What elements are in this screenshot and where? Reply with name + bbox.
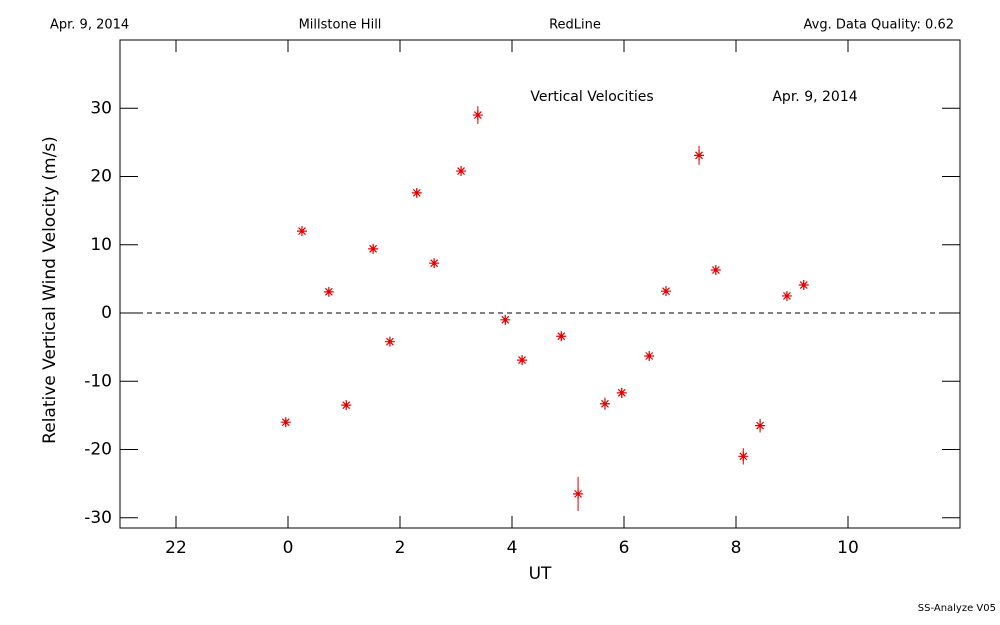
point — [755, 420, 766, 431]
x-tick-label: 22 — [165, 538, 187, 558]
point — [341, 400, 352, 411]
point — [599, 398, 610, 409]
header-site: Millstone Hill — [299, 18, 382, 33]
footer: SS-Analyze V05 — [918, 603, 996, 614]
point — [781, 290, 792, 301]
point — [661, 286, 671, 297]
y-tick-label: -20 — [84, 440, 112, 460]
x-tick-label: 6 — [619, 538, 630, 558]
annotation: Apr. 9, 2014 — [772, 89, 857, 105]
x-tick-label: 2 — [395, 538, 406, 558]
point — [368, 243, 379, 254]
point — [384, 336, 395, 347]
y-tick-label: -10 — [84, 371, 112, 391]
y-axis-label: Relative Vertical Wind Velocity (m/s) — [40, 136, 60, 444]
point — [500, 314, 511, 325]
point — [556, 331, 567, 342]
x-tick-label: 10 — [837, 538, 859, 558]
point — [456, 166, 467, 177]
point — [694, 150, 705, 161]
y-tick-label: 20 — [90, 167, 112, 187]
point — [798, 280, 809, 291]
plot-frame — [119, 39, 961, 529]
point — [616, 387, 627, 398]
header-date: Apr. 9, 2014 — [50, 18, 129, 33]
point — [738, 451, 749, 462]
point — [517, 355, 528, 366]
point — [323, 286, 334, 297]
x-axis-label: UT — [529, 564, 552, 584]
y-tick-label: 30 — [90, 98, 112, 118]
point — [297, 226, 307, 237]
point — [573, 488, 584, 499]
point — [710, 265, 721, 276]
x-tick-label: 4 — [507, 538, 518, 558]
y-tick-label: 0 — [101, 303, 112, 323]
x-tick-label: 8 — [731, 538, 742, 558]
y-tick-label: -30 — [84, 508, 112, 528]
chart-title: Vertical Velocities — [530, 89, 653, 105]
y-tick-label: 10 — [90, 235, 112, 255]
header-quality: Avg. Data Quality: 0.62 — [804, 18, 954, 33]
point — [644, 351, 655, 362]
x-tick-label: 0 — [283, 538, 294, 558]
point — [411, 187, 422, 198]
point — [280, 417, 291, 428]
header-instrument: RedLine — [549, 18, 601, 33]
point — [472, 110, 483, 121]
point — [429, 258, 440, 269]
